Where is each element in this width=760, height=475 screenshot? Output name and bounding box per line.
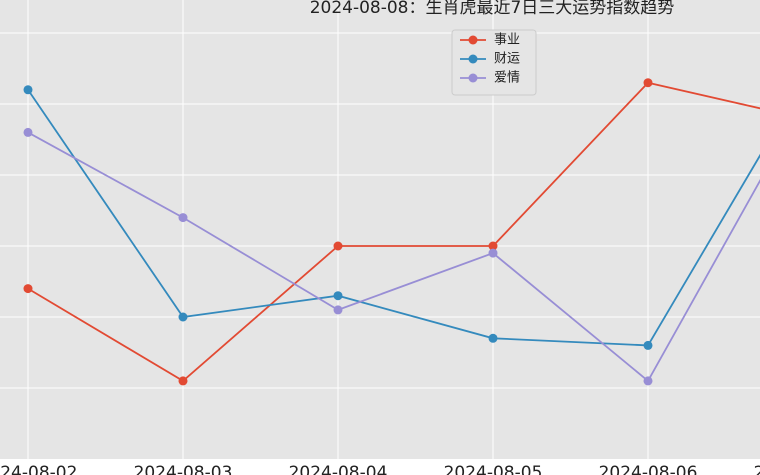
point bbox=[488, 248, 498, 258]
legend-label: 财运 bbox=[494, 52, 520, 67]
point bbox=[23, 85, 33, 95]
x-tick-label: 2024-08-03 bbox=[134, 463, 233, 475]
point bbox=[488, 241, 498, 251]
x-tick-label: 2024-08-07 bbox=[754, 463, 760, 475]
point bbox=[333, 305, 343, 315]
point bbox=[333, 291, 343, 301]
series-line bbox=[27, 131, 760, 383]
point bbox=[643, 78, 653, 88]
point bbox=[23, 127, 33, 137]
legend-label: 事业 bbox=[494, 33, 520, 48]
point bbox=[643, 376, 653, 386]
point bbox=[178, 376, 188, 386]
point bbox=[643, 340, 653, 350]
point bbox=[178, 213, 188, 223]
point bbox=[23, 284, 33, 294]
point bbox=[178, 312, 188, 322]
point bbox=[333, 241, 343, 251]
series-line bbox=[27, 81, 760, 383]
legend-marker bbox=[468, 54, 478, 64]
legend-marker bbox=[468, 73, 478, 83]
x-tick-label: 2024-08-04 bbox=[289, 463, 388, 475]
legend-label: 爱情 bbox=[494, 71, 520, 86]
legend-marker bbox=[468, 35, 478, 45]
point bbox=[488, 333, 498, 343]
x-tick-label: 2024-08-02 bbox=[0, 463, 77, 475]
series-line bbox=[27, 89, 760, 347]
chart-title: 2024-08-08：生肖虎最近7日三大运势指数趋势 bbox=[310, 0, 675, 18]
plot-background bbox=[0, 0, 760, 459]
lines bbox=[23, 78, 760, 386]
grid bbox=[0, 0, 760, 459]
x-tick-label: 2024-08-06 bbox=[599, 463, 698, 475]
x-tick-label: 2024-08-05 bbox=[444, 463, 543, 475]
ticks: 2024-08-02 2024-08-03 2024-08-04 2024-08-05… bbox=[0, 463, 760, 475]
